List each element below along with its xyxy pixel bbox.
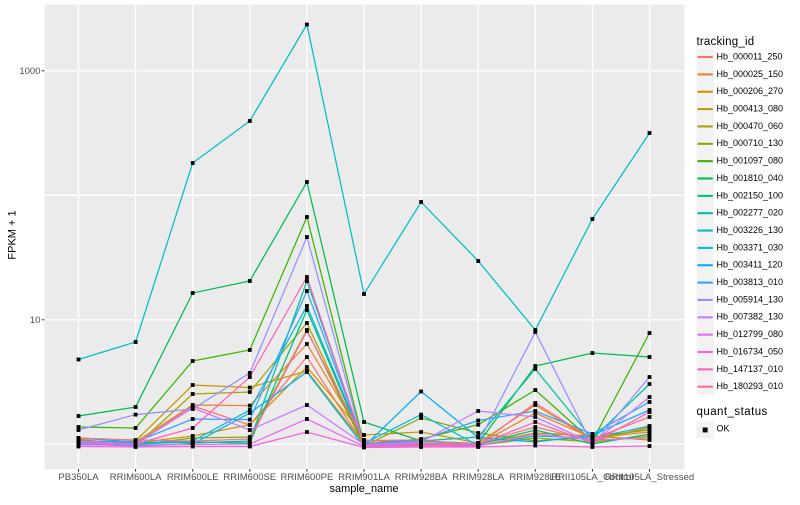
svg-text:Hb_000710_130: Hb_000710_130 bbox=[717, 138, 784, 148]
svg-text:RRIM600SE: RRIM600SE bbox=[223, 472, 276, 483]
svg-text:Hb_002150_100: Hb_002150_100 bbox=[717, 190, 784, 200]
svg-text:Hb_001097_080: Hb_001097_080 bbox=[717, 156, 784, 166]
svg-text:RRIM600LE: RRIM600LE bbox=[167, 472, 219, 483]
svg-text:OK: OK bbox=[717, 424, 730, 434]
svg-text:Hb_000206_270: Hb_000206_270 bbox=[717, 86, 784, 96]
svg-text:RRIM901LA: RRIM901LA bbox=[338, 472, 390, 483]
svg-text:Hb_000413_080: Hb_000413_080 bbox=[717, 104, 784, 114]
svg-text:Hb_147137_010: Hb_147137_010 bbox=[717, 364, 784, 374]
svg-text:Hb_001810_040: Hb_001810_040 bbox=[717, 173, 784, 183]
svg-text:Hb_003371_030: Hb_003371_030 bbox=[717, 242, 784, 252]
svg-text:RRIM600PE: RRIM600PE bbox=[280, 472, 333, 483]
svg-text:1000: 1000 bbox=[19, 66, 40, 77]
svg-text:Hb_012799_080: Hb_012799_080 bbox=[717, 329, 784, 339]
svg-text:Hb_000470_060: Hb_000470_060 bbox=[717, 121, 784, 131]
svg-text:RRII105LA_Control: RRII105LA_Control bbox=[551, 472, 633, 483]
svg-text:Hb_016734_050: Hb_016734_050 bbox=[717, 346, 784, 356]
svg-text:tracking_id: tracking_id bbox=[697, 36, 755, 48]
svg-text:sample_name: sample_name bbox=[329, 483, 398, 495]
svg-text:RRIM928LA: RRIM928LA bbox=[452, 472, 504, 483]
svg-text:10: 10 bbox=[30, 315, 41, 326]
svg-text:quant_status: quant_status bbox=[697, 406, 768, 418]
svg-text:Hb_000011_250: Hb_000011_250 bbox=[717, 51, 783, 61]
svg-text:Hb_003226_130: Hb_003226_130 bbox=[717, 225, 784, 235]
svg-text:Hb_002277_020: Hb_002277_020 bbox=[717, 208, 784, 218]
svg-text:RRIM928LE: RRIM928LE bbox=[509, 472, 561, 483]
svg-text:FPKM + 1: FPKM + 1 bbox=[7, 210, 19, 259]
svg-text:Hb_000025_150: Hb_000025_150 bbox=[717, 69, 784, 79]
svg-text:RRIM600LA: RRIM600LA bbox=[110, 472, 162, 483]
svg-text:Hb_003813_010: Hb_003813_010 bbox=[717, 277, 784, 287]
svg-text:RRII105LA_Stressed: RRII105LA_Stressed bbox=[605, 472, 694, 483]
svg-text:Hb_005914_130: Hb_005914_130 bbox=[717, 294, 784, 304]
svg-text:Hb_003411_120: Hb_003411_120 bbox=[717, 260, 783, 270]
svg-text:Hb_007382_130: Hb_007382_130 bbox=[717, 312, 784, 322]
svg-text:RRIM928BA: RRIM928BA bbox=[395, 472, 448, 483]
svg-text:Hb_180293_010: Hb_180293_010 bbox=[717, 381, 784, 391]
svg-text:PB350LA: PB350LA bbox=[58, 472, 99, 483]
